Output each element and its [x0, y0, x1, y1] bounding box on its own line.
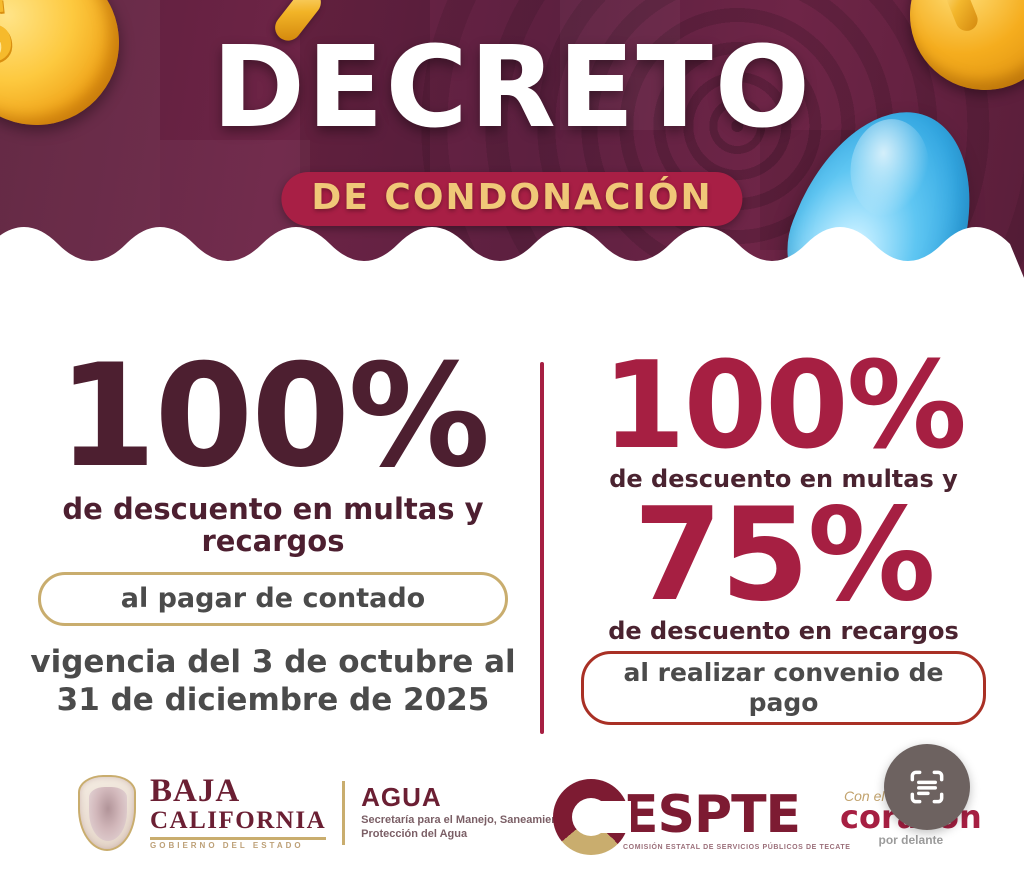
- baja-california-logo: BAJA CALIFORNIA GOBIERNO DEL ESTADO AGUA…: [78, 775, 611, 851]
- left-caption-line2: recargos: [201, 524, 345, 559]
- right-caption-1: de descuento en multas y: [609, 465, 958, 493]
- coat-of-arms-icon: [78, 775, 136, 851]
- cespte-logo: ESPTE COMISIÓN ESTATAL DE SERVICIOS PÚBL…: [553, 779, 851, 855]
- right-percent-value-2: 75%: [633, 480, 935, 630]
- left-condition-label: al pagar de contado: [120, 582, 426, 614]
- agua-subtitle: Secretaría para el Manejo, Saneamiento y…: [361, 814, 578, 840]
- column-divider: [540, 362, 544, 734]
- scalloped-divider: [0, 227, 1024, 300]
- bc-rule: [150, 836, 326, 840]
- corazon-line1: Con el: [844, 788, 885, 804]
- agua-title: AGUA: [361, 782, 442, 813]
- page-title: DECRETO: [211, 23, 813, 153]
- scan-text-button[interactable]: [884, 744, 970, 830]
- left-percent-value: 100%: [57, 334, 491, 499]
- logo-bar: BAJA CALIFORNIA GOBIERNO DEL ESTADO AGUA…: [0, 765, 1024, 873]
- page-subtitle: DE CONDONACIÓN: [311, 177, 713, 218]
- baja-california-wordmark: BAJA CALIFORNIA GOBIERNO DEL ESTADO: [150, 773, 327, 850]
- bc-line1: BAJA: [150, 773, 241, 810]
- cespte-subtitle: COMISIÓN ESTATAL DE SERVICIOS PÚBLICOS D…: [623, 844, 851, 851]
- cespte-wordmark: ESPTE COMISIÓN ESTATAL DE SERVICIOS PÚBL…: [623, 789, 851, 851]
- offer-column-right: 100% de descuento en multas y 75% de des…: [556, 337, 1011, 726]
- header-texture-block: [560, 0, 680, 130]
- bc-line2: CALIFORNIA: [150, 806, 327, 834]
- subtitle-pill: DE CONDONACIÓN: [281, 172, 743, 226]
- right-percent-value-1: 100%: [602, 337, 967, 476]
- validity-line2: 31 de diciembre de 2025: [56, 681, 490, 718]
- offers-section: 100% de descuento en multas y recargos a…: [0, 300, 1024, 873]
- left-condition-pill[interactable]: al pagar de contado: [38, 571, 508, 626]
- agua-logo: AGUA Secretaría para el Manejo, Saneamie…: [361, 784, 611, 842]
- poster-header: $ DECRETO DE CONDONACIÓN: [0, 0, 1024, 300]
- header-texture-block: [300, 0, 430, 175]
- corazon-line3: por delante: [878, 833, 944, 847]
- bc-tagline: GOBIERNO DEL ESTADO: [150, 840, 304, 850]
- validity-line1: vigencia del 3 de octubre al: [30, 643, 516, 680]
- scan-text-icon: [910, 770, 944, 804]
- offer-column-left: 100% de descuento en multas y recargos a…: [18, 334, 528, 719]
- cespte-c-icon: [553, 779, 631, 855]
- left-caption-line1: de descuento en multas y: [62, 491, 484, 526]
- right-condition-label: al realizar convenio de pago: [623, 658, 944, 718]
- right-condition-pill[interactable]: al realizar convenio de pago: [581, 651, 986, 726]
- cespte-text: ESPTE: [623, 785, 801, 845]
- logo-separator: [342, 781, 346, 845]
- right-caption-2: de descuento en recargos: [608, 617, 959, 646]
